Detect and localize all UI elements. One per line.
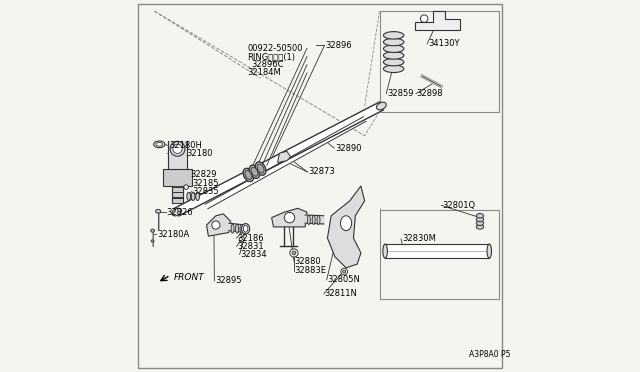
Text: 32890: 32890 xyxy=(335,144,362,153)
Ellipse shape xyxy=(290,249,298,257)
Ellipse shape xyxy=(383,244,387,258)
Ellipse shape xyxy=(156,209,161,213)
Bar xyxy=(380,210,499,299)
Text: 32834: 32834 xyxy=(241,250,267,259)
Ellipse shape xyxy=(251,167,258,176)
Ellipse shape xyxy=(231,224,234,233)
Ellipse shape xyxy=(191,192,195,201)
Text: 32880: 32880 xyxy=(294,257,321,266)
Bar xyxy=(380,11,499,112)
Polygon shape xyxy=(163,169,193,186)
Ellipse shape xyxy=(255,162,266,175)
Text: 32898: 32898 xyxy=(417,89,444,98)
Ellipse shape xyxy=(487,244,492,258)
Polygon shape xyxy=(172,187,183,192)
Ellipse shape xyxy=(241,224,250,234)
Text: 32830M: 32830M xyxy=(402,234,436,243)
Text: RINGリング(1): RINGリング(1) xyxy=(248,52,296,61)
Text: 32873: 32873 xyxy=(308,167,335,176)
Ellipse shape xyxy=(376,102,387,110)
Polygon shape xyxy=(172,198,183,203)
Ellipse shape xyxy=(292,251,296,255)
Text: A3P8A0 P5: A3P8A0 P5 xyxy=(468,350,510,359)
Ellipse shape xyxy=(307,215,310,224)
Text: 32831: 32831 xyxy=(237,242,264,251)
Ellipse shape xyxy=(154,141,165,148)
Text: 32801Q: 32801Q xyxy=(442,201,475,210)
Ellipse shape xyxy=(249,165,260,179)
Ellipse shape xyxy=(476,221,484,225)
Ellipse shape xyxy=(184,185,188,189)
Polygon shape xyxy=(172,192,183,197)
Ellipse shape xyxy=(170,141,185,156)
Polygon shape xyxy=(385,244,489,258)
Ellipse shape xyxy=(284,212,294,223)
Polygon shape xyxy=(271,208,307,227)
Ellipse shape xyxy=(172,208,182,216)
Polygon shape xyxy=(175,102,383,216)
Ellipse shape xyxy=(476,214,484,218)
Polygon shape xyxy=(168,141,187,169)
Text: 32896: 32896 xyxy=(326,41,352,50)
Text: 32180: 32180 xyxy=(186,149,212,158)
Text: 32185: 32185 xyxy=(193,179,220,187)
Text: 32180A: 32180A xyxy=(157,230,189,239)
Polygon shape xyxy=(207,214,231,236)
Ellipse shape xyxy=(383,32,404,39)
Text: 32859: 32859 xyxy=(387,89,413,98)
Ellipse shape xyxy=(196,192,200,201)
Ellipse shape xyxy=(341,268,348,275)
Ellipse shape xyxy=(420,15,428,22)
Text: 32805N: 32805N xyxy=(328,275,360,284)
Text: 00922-50500: 00922-50500 xyxy=(248,44,303,53)
Ellipse shape xyxy=(239,237,244,242)
Text: 32811N: 32811N xyxy=(324,289,357,298)
Ellipse shape xyxy=(236,224,239,233)
Ellipse shape xyxy=(187,192,191,201)
Text: 32883E: 32883E xyxy=(294,266,326,275)
Polygon shape xyxy=(415,11,460,30)
Polygon shape xyxy=(229,223,246,232)
Polygon shape xyxy=(328,186,365,268)
Polygon shape xyxy=(305,215,324,224)
Ellipse shape xyxy=(383,65,404,73)
Text: 32835: 32835 xyxy=(193,187,220,196)
Ellipse shape xyxy=(245,170,252,179)
Ellipse shape xyxy=(317,215,320,224)
Ellipse shape xyxy=(383,38,404,46)
Ellipse shape xyxy=(476,225,484,229)
Ellipse shape xyxy=(243,168,253,182)
Ellipse shape xyxy=(342,270,346,273)
Text: FRONT: FRONT xyxy=(174,273,205,282)
Ellipse shape xyxy=(383,52,404,59)
Ellipse shape xyxy=(173,144,182,153)
Text: 32826: 32826 xyxy=(167,208,193,217)
Text: 32184M: 32184M xyxy=(248,68,281,77)
Ellipse shape xyxy=(240,224,243,233)
Ellipse shape xyxy=(212,221,220,229)
Ellipse shape xyxy=(243,225,248,232)
Ellipse shape xyxy=(312,215,315,224)
Text: 32896C: 32896C xyxy=(252,60,284,69)
Text: 32895: 32895 xyxy=(215,276,241,285)
Polygon shape xyxy=(278,151,291,163)
Ellipse shape xyxy=(383,58,404,66)
Ellipse shape xyxy=(476,217,484,222)
Text: 32180H: 32180H xyxy=(170,141,202,150)
Ellipse shape xyxy=(340,216,351,231)
Ellipse shape xyxy=(151,229,154,232)
Text: 32186: 32186 xyxy=(237,234,264,243)
Text: 32829: 32829 xyxy=(190,170,216,179)
Polygon shape xyxy=(205,117,366,209)
Ellipse shape xyxy=(156,142,163,146)
Ellipse shape xyxy=(151,240,154,242)
Text: 34130Y: 34130Y xyxy=(428,39,460,48)
Ellipse shape xyxy=(257,164,264,173)
Ellipse shape xyxy=(383,45,404,52)
